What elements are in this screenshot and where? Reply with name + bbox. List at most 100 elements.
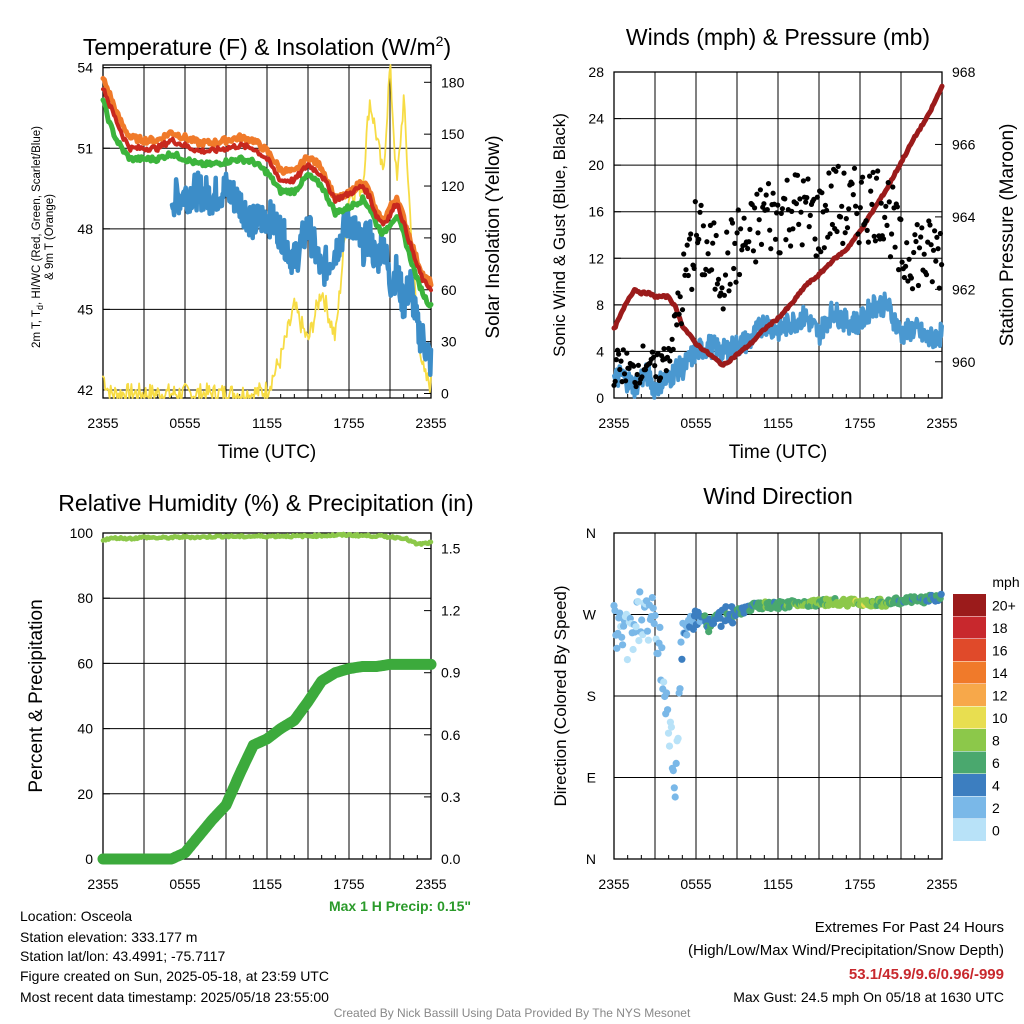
insolation-line <box>102 64 432 399</box>
gust-point <box>679 307 686 313</box>
direction-point <box>656 623 664 632</box>
gust-point <box>705 251 711 257</box>
legend-label: 14 <box>992 665 1008 681</box>
direction-point <box>613 644 621 652</box>
pressure-ytick-label: 962 <box>952 281 976 297</box>
gust-point <box>799 242 805 248</box>
gust-point <box>790 226 796 232</box>
precip-ytick-label: 1.2 <box>441 603 461 619</box>
extremes-subtitle: (High/Low/Max Wind/Precipitation/Snow De… <box>688 942 1004 959</box>
gust-point <box>892 244 898 250</box>
gust-point <box>824 207 830 213</box>
gust-point <box>779 206 786 212</box>
gust-point <box>667 358 673 364</box>
gust-point <box>868 188 874 194</box>
gust-point <box>683 267 689 273</box>
direction-point <box>665 742 674 750</box>
gust-point <box>677 294 683 300</box>
direction-xtick-label: 1155 <box>763 876 793 892</box>
gust-point <box>623 378 629 384</box>
gust-point <box>818 249 824 255</box>
winds-panel-title: Winds (mph) & Pressure (mb) <box>626 24 930 50</box>
temperature-ytick-label: 48 <box>77 221 93 237</box>
legend-label: 6 <box>992 755 1000 771</box>
gust-point <box>755 230 761 236</box>
gust-point <box>698 202 704 208</box>
direction-point <box>664 706 672 714</box>
gust-point <box>788 243 794 249</box>
gust-point <box>711 220 717 226</box>
gust-point <box>731 265 737 272</box>
direction-point <box>722 603 730 611</box>
direction-point <box>634 597 642 606</box>
gust-point <box>936 285 942 291</box>
legend-label: 8 <box>992 732 1000 748</box>
gust-point <box>875 168 881 174</box>
gust-point <box>669 336 675 342</box>
gust-point <box>919 225 925 231</box>
humidity-ytick-label: 20 <box>77 786 93 802</box>
dewpoint-line <box>169 170 434 377</box>
direction-point <box>683 631 691 639</box>
gust-point <box>841 170 847 176</box>
gust-point <box>770 190 776 196</box>
gust-point <box>782 196 788 202</box>
gust-point <box>692 199 698 205</box>
gust-point <box>763 192 769 198</box>
gust-point <box>873 175 880 181</box>
gust-point <box>681 251 687 257</box>
wind-ytick-label: 12 <box>588 250 604 266</box>
gust-point <box>661 346 667 352</box>
direction-ytick-label: E <box>587 770 596 786</box>
gust-point <box>822 202 829 208</box>
gust-point <box>812 236 818 242</box>
gust-point <box>882 214 888 220</box>
gust-point <box>844 225 851 231</box>
gust-point <box>756 217 762 223</box>
gust-point <box>617 366 623 373</box>
direction-point <box>660 678 668 686</box>
legend-label: 0 <box>992 822 1000 838</box>
gust-point <box>712 286 718 292</box>
gust-point <box>932 228 938 234</box>
direction-point <box>636 588 644 596</box>
direction-ytick-label: N <box>586 851 596 867</box>
precipitation-line <box>97 658 437 865</box>
wind-ytick-label: 28 <box>588 64 604 80</box>
gust-point <box>686 236 693 242</box>
humidity-ytick-label: 60 <box>77 655 93 671</box>
direction-point <box>651 611 659 620</box>
gust-point <box>865 239 872 245</box>
gust-point <box>721 292 728 298</box>
gust-point <box>700 223 707 229</box>
gust-point <box>789 208 795 214</box>
gust-point <box>611 382 617 388</box>
heat-index-line <box>100 97 434 309</box>
temperature-xtick-label: 1155 <box>252 415 282 431</box>
gust-point <box>727 281 733 287</box>
gust-point <box>631 363 637 369</box>
gust-point <box>927 222 933 228</box>
speed-legend: mph 20+ 18 16 14 12 10 8 6 4 2 0 <box>953 574 1020 841</box>
gust-point <box>826 170 832 176</box>
gust-point <box>827 231 833 237</box>
gust-point <box>918 234 924 240</box>
gust-point <box>853 203 859 209</box>
gust-point <box>621 371 628 377</box>
direction-point <box>618 633 626 641</box>
direction-point <box>678 655 686 663</box>
legend-swatch <box>953 594 986 616</box>
gust-point <box>614 347 621 353</box>
direction-xtick-label: 0555 <box>680 876 711 892</box>
gust-point <box>688 231 694 237</box>
gust-point <box>796 221 802 227</box>
insolation-ytick-label: 30 <box>441 334 457 350</box>
gust-point <box>885 180 891 186</box>
gust-point <box>821 245 827 251</box>
direction-point <box>664 729 673 737</box>
direction-panel-title: Wind Direction <box>703 483 853 509</box>
gust-point <box>754 191 760 197</box>
legend-label: 4 <box>992 777 1000 793</box>
gust-point <box>768 246 774 252</box>
direction-point <box>616 609 624 617</box>
